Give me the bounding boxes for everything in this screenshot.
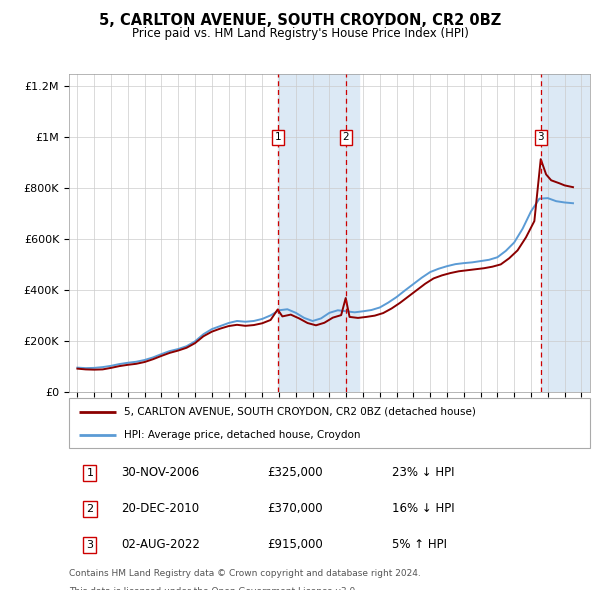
Text: 3: 3 <box>538 133 544 142</box>
Bar <box>541 74 590 392</box>
Bar <box>278 74 346 392</box>
Text: Price paid vs. HM Land Registry's House Price Index (HPI): Price paid vs. HM Land Registry's House … <box>131 27 469 40</box>
Text: Contains HM Land Registry data © Crown copyright and database right 2024.: Contains HM Land Registry data © Crown c… <box>69 569 421 578</box>
Text: £325,000: £325,000 <box>267 466 323 479</box>
Text: 02-AUG-2022: 02-AUG-2022 <box>121 539 200 552</box>
Text: HPI: Average price, detached house, Croydon: HPI: Average price, detached house, Croy… <box>124 430 360 440</box>
Text: 5% ↑ HPI: 5% ↑ HPI <box>392 539 447 552</box>
Text: 30-NOV-2006: 30-NOV-2006 <box>121 466 199 479</box>
Text: 1: 1 <box>86 468 94 478</box>
Text: £370,000: £370,000 <box>267 502 323 516</box>
Text: 20-DEC-2010: 20-DEC-2010 <box>121 502 199 516</box>
Text: £915,000: £915,000 <box>267 539 323 552</box>
Text: This data is licensed under the Open Government Licence v3.0.: This data is licensed under the Open Gov… <box>69 587 358 590</box>
FancyBboxPatch shape <box>69 398 590 448</box>
Text: 1: 1 <box>274 133 281 142</box>
Text: 5, CARLTON AVENUE, SOUTH CROYDON, CR2 0BZ: 5, CARLTON AVENUE, SOUTH CROYDON, CR2 0B… <box>99 13 501 28</box>
Text: 23% ↓ HPI: 23% ↓ HPI <box>392 466 454 479</box>
Text: 5, CARLTON AVENUE, SOUTH CROYDON, CR2 0BZ (detached house): 5, CARLTON AVENUE, SOUTH CROYDON, CR2 0B… <box>124 407 476 417</box>
Text: 2: 2 <box>86 504 94 514</box>
Text: 2: 2 <box>343 133 349 142</box>
Text: 3: 3 <box>86 540 94 550</box>
Text: 16% ↓ HPI: 16% ↓ HPI <box>392 502 455 516</box>
Bar <box>346 74 359 392</box>
